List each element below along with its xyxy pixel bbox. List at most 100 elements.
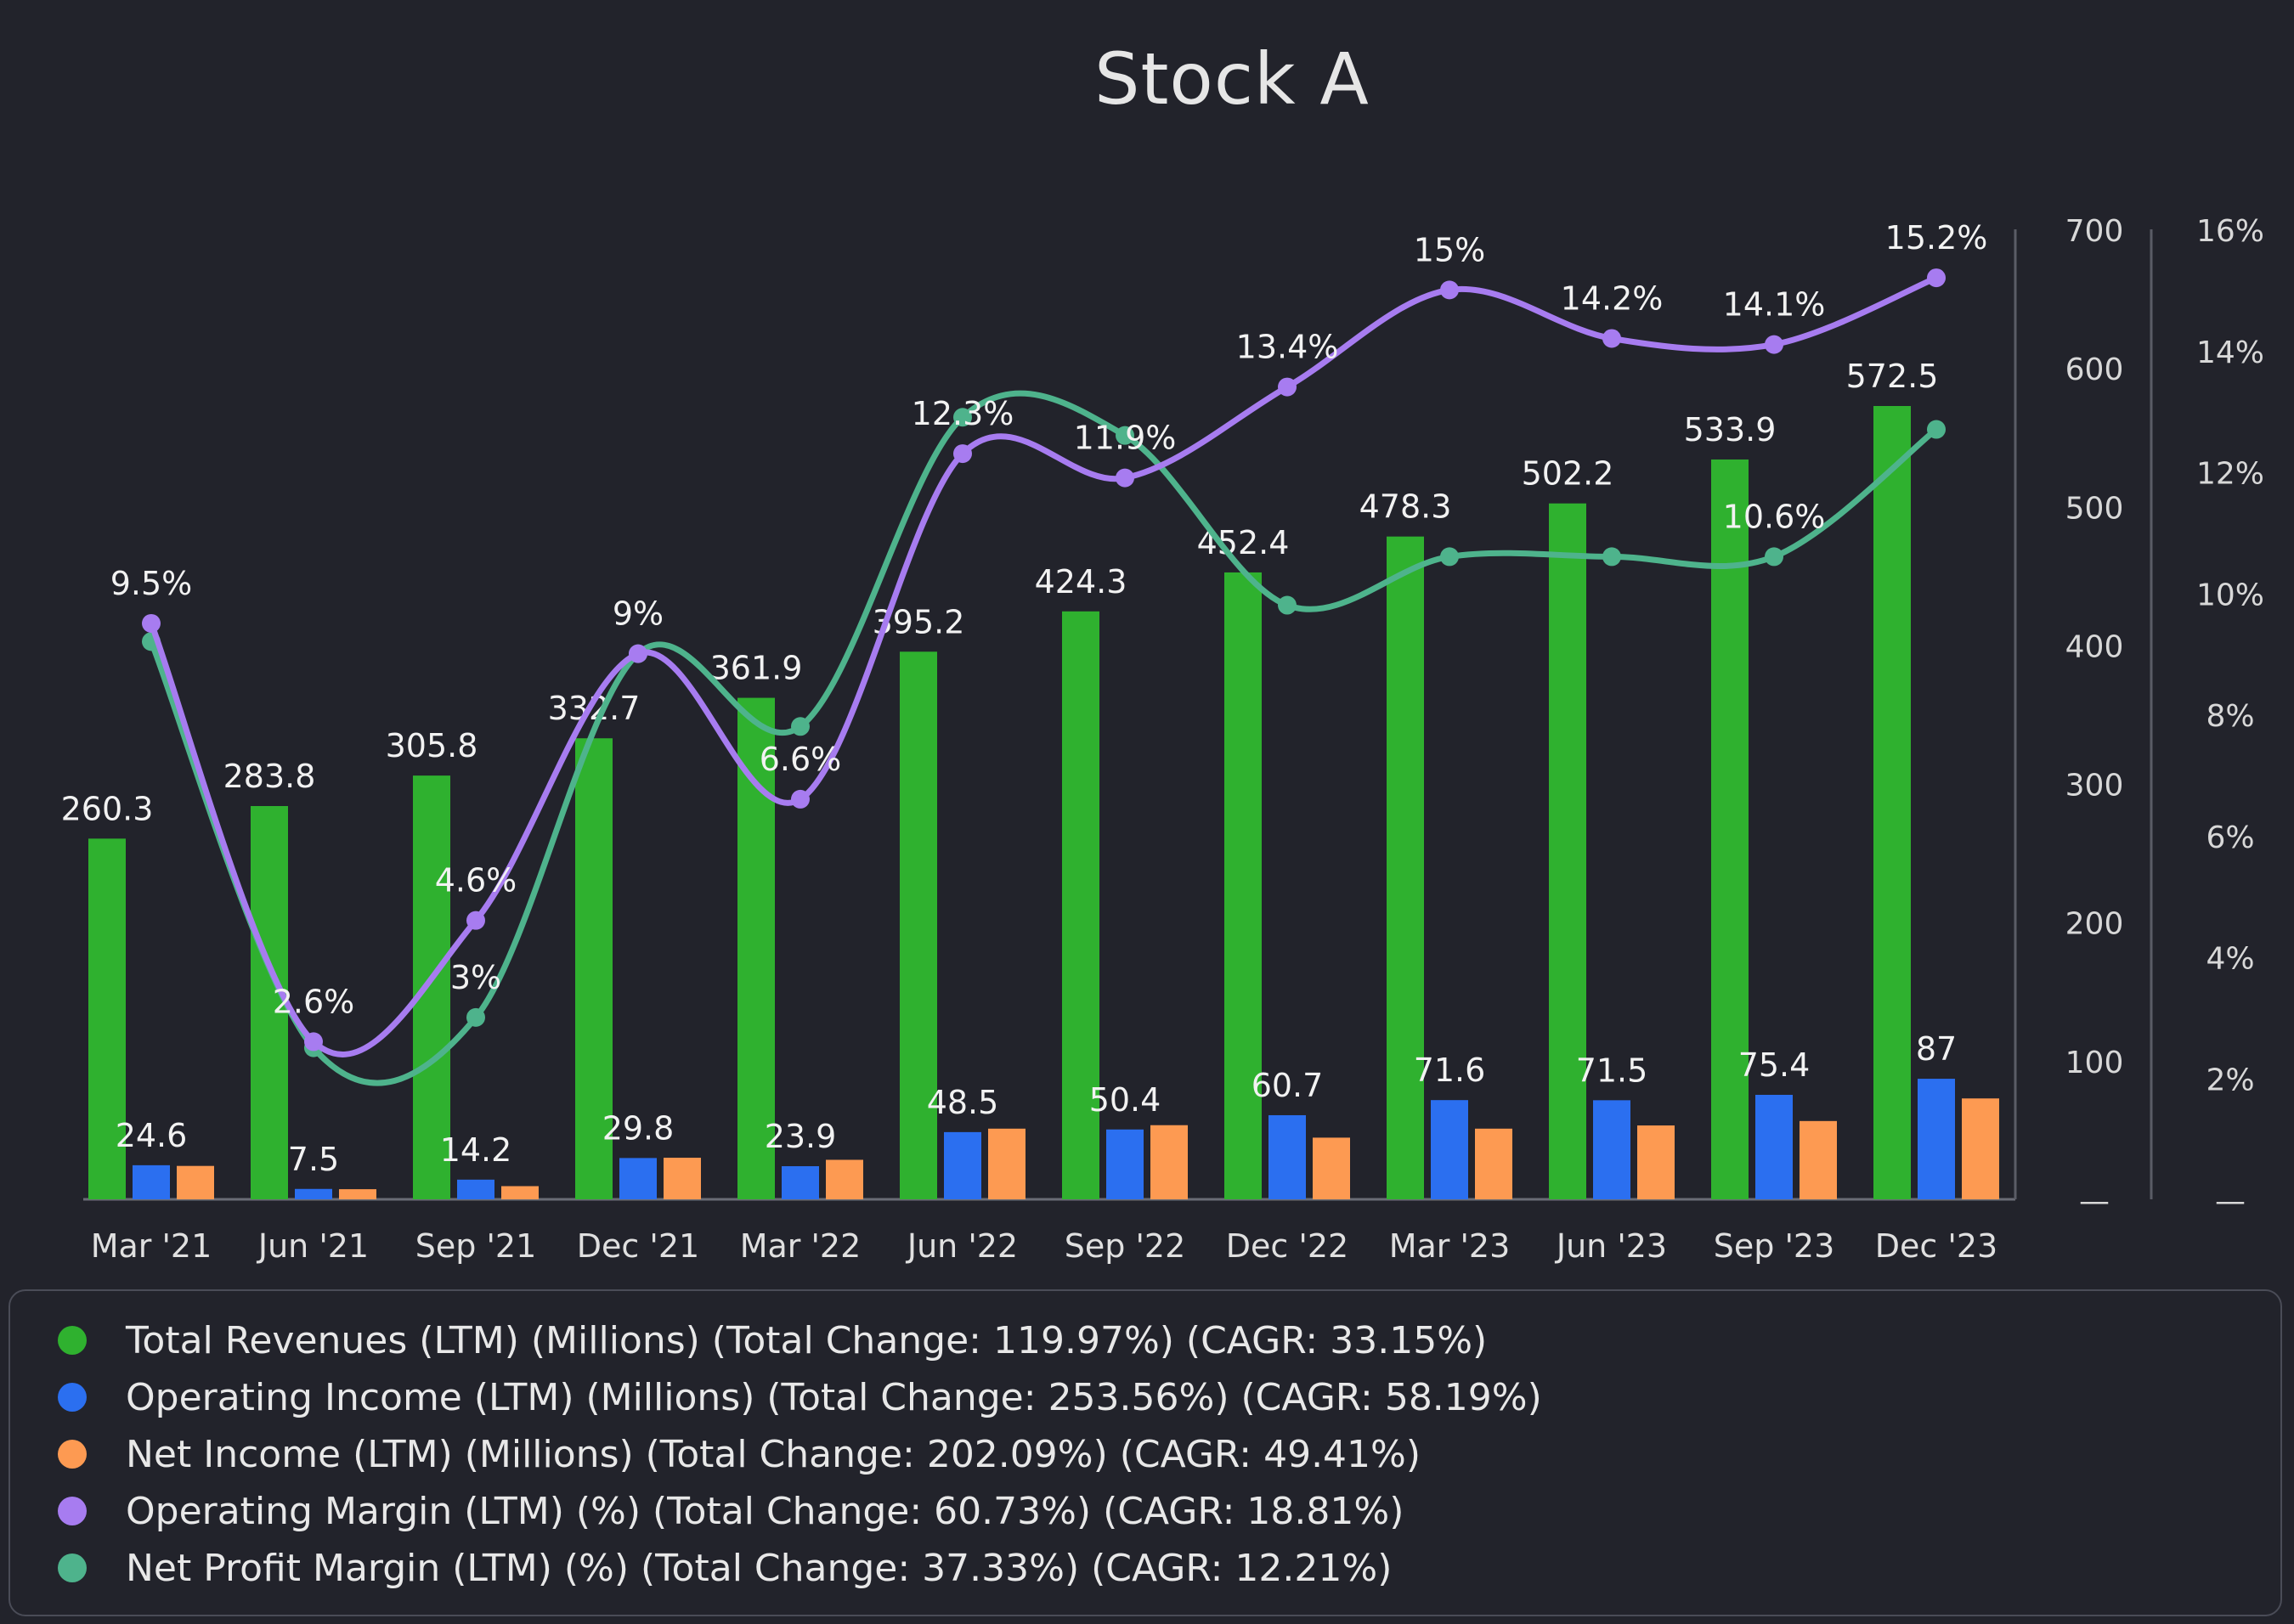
bar-total-revenues [1549, 503, 1586, 1199]
chart-title: Stock A [1094, 37, 1370, 121]
bar-data-label: 305.8 [386, 727, 478, 764]
bar-net-income [826, 1159, 863, 1199]
x-tick-label: Sep '22 [1065, 1227, 1186, 1265]
bar-total-revenues [251, 806, 288, 1199]
y-tick-label-left: 300 [2065, 769, 2124, 804]
line-point-net-profit-margin [1278, 595, 1297, 615]
y-tick-label-right: 10% [2196, 578, 2264, 612]
bar-total-revenues [1387, 536, 1424, 1199]
bar-net-income [339, 1189, 376, 1199]
bar-operating-income [619, 1158, 657, 1199]
y-tick-label-left: 400 [2065, 629, 2124, 664]
bar-operating-income [1431, 1100, 1468, 1199]
y-tick-label-left: 700 [2065, 214, 2124, 249]
bar-total-revenues [88, 838, 126, 1199]
y-tick-label-left: — [2079, 1184, 2110, 1219]
bar-net-income [988, 1128, 1026, 1199]
line-point-net-profit-margin [466, 1007, 485, 1027]
bar-data-label: 24.6 [116, 1117, 188, 1154]
x-tick-label: Sep '21 [415, 1227, 537, 1265]
x-tick-label: Dec '23 [1875, 1227, 1997, 1265]
bar-data-label: 87 [1916, 1030, 1957, 1068]
bar-operating-income [457, 1179, 494, 1199]
bar-data-label: 23.9 [765, 1118, 837, 1155]
line-point-operating-margin [1927, 268, 1946, 288]
line-data-label: 9% [613, 595, 664, 633]
bar-operating-income [1106, 1129, 1144, 1199]
x-tick-label: Mar '22 [740, 1227, 862, 1265]
legend-label-net-profit-margin: Net Profit Margin (LTM) (%) (Total Chang… [126, 1546, 1393, 1590]
bar-operating-income [782, 1166, 819, 1199]
bar-operating-income [1268, 1114, 1306, 1199]
line-point-operating-margin [791, 789, 810, 809]
bar-data-label: 60.7 [1252, 1067, 1324, 1104]
y-tick-label-left: 500 [2065, 491, 2124, 526]
y-tick-label-right: 16% [2196, 214, 2264, 249]
x-tick-label: Jun '22 [906, 1227, 1018, 1265]
legend-swatch-net-income [58, 1440, 87, 1469]
bar-operating-income [1918, 1079, 1955, 1199]
bar-net-income [1150, 1125, 1188, 1199]
y-tick-label-right: 8% [2206, 699, 2254, 734]
bar-data-label: 50.4 [1089, 1081, 1161, 1119]
y-tick-label-right: — [2215, 1184, 2246, 1219]
bar-data-label: 478.3 [1359, 488, 1452, 526]
bar-data-label: 533.9 [1684, 411, 1777, 448]
bar-total-revenues [575, 738, 613, 1199]
legend-label-operating-income: Operating Income (LTM) (Millions) (Total… [126, 1375, 1542, 1419]
line-point-operating-margin [142, 613, 161, 633]
bar-data-label: 283.8 [223, 758, 316, 795]
y-tick-label-left: 100 [2065, 1046, 2124, 1080]
legend-label-total-revenues: Total Revenues (LTM) (Millions) (Total C… [126, 1318, 1488, 1362]
legend-swatch-operating-income [58, 1383, 87, 1412]
bar-net-income [1475, 1128, 1512, 1199]
line-data-label: 15.2% [1885, 219, 1988, 257]
x-tick-label: Sep '23 [1714, 1227, 1835, 1265]
line-data-label: 2.6% [273, 983, 355, 1020]
x-tick-label: Jun '23 [1555, 1227, 1667, 1265]
line-point-net-profit-margin [1116, 426, 1134, 445]
y-tick-label-right: 2% [2206, 1063, 2254, 1097]
bar-total-revenues [900, 651, 937, 1199]
bar-operating-income [1755, 1094, 1793, 1199]
bar-data-label: 502.2 [1522, 455, 1614, 493]
legend-label-operating-margin: Operating Margin (LTM) (%) (Total Change… [126, 1489, 1404, 1533]
line-point-net-profit-margin [953, 408, 972, 427]
line-data-label: 12.3% [912, 395, 1014, 432]
line-data-label: 11.9% [1074, 420, 1177, 457]
bar-data-label: 14.2 [440, 1131, 512, 1169]
legend-swatch-operating-margin [58, 1497, 87, 1525]
line-data-label: 9.5% [110, 565, 193, 602]
line-data-label: 13.4% [1236, 329, 1339, 366]
y-tick-label-left: 600 [2065, 352, 2124, 387]
line-point-net-profit-margin [791, 717, 810, 736]
y-tick-label-right: 6% [2206, 820, 2254, 855]
bar-data-label: 29.8 [602, 1109, 675, 1147]
bar-net-income [501, 1186, 539, 1199]
y-tick-label-right: 4% [2206, 942, 2254, 977]
line-point-operating-margin [304, 1032, 323, 1052]
bar-data-label: 71.5 [1576, 1052, 1648, 1089]
bar-net-income [177, 1165, 214, 1199]
bar-operating-income [1593, 1100, 1630, 1199]
bar-net-income [1637, 1125, 1675, 1199]
bar-net-income [1962, 1098, 1999, 1199]
bar-operating-income [133, 1164, 170, 1199]
bar-data-label: 48.5 [927, 1084, 999, 1121]
line-data-label: 14.2% [1561, 279, 1664, 317]
line-data-label: 10.6% [1723, 498, 1826, 535]
line-point-operating-margin [1602, 329, 1621, 348]
legend-swatch-total-revenues [58, 1326, 87, 1355]
x-tick-label: Dec '22 [1226, 1227, 1348, 1265]
bar-total-revenues [1224, 572, 1262, 1199]
bar-net-income [1800, 1120, 1837, 1199]
line-point-net-profit-margin [1927, 420, 1946, 439]
bar-net-income [1313, 1137, 1350, 1199]
x-tick-label: Jun '21 [257, 1227, 369, 1265]
line-point-operating-margin [1765, 335, 1783, 354]
chart-plot: — 100 200 300 400 500 600 700 — 2% 4% 6% 8% 10% 12% 14%… [61, 214, 2264, 1265]
line-point-net-profit-margin [1602, 547, 1621, 567]
line-point-operating-margin [953, 444, 972, 464]
line-point-net-profit-margin [1440, 547, 1459, 567]
bar-operating-income [295, 1188, 332, 1199]
